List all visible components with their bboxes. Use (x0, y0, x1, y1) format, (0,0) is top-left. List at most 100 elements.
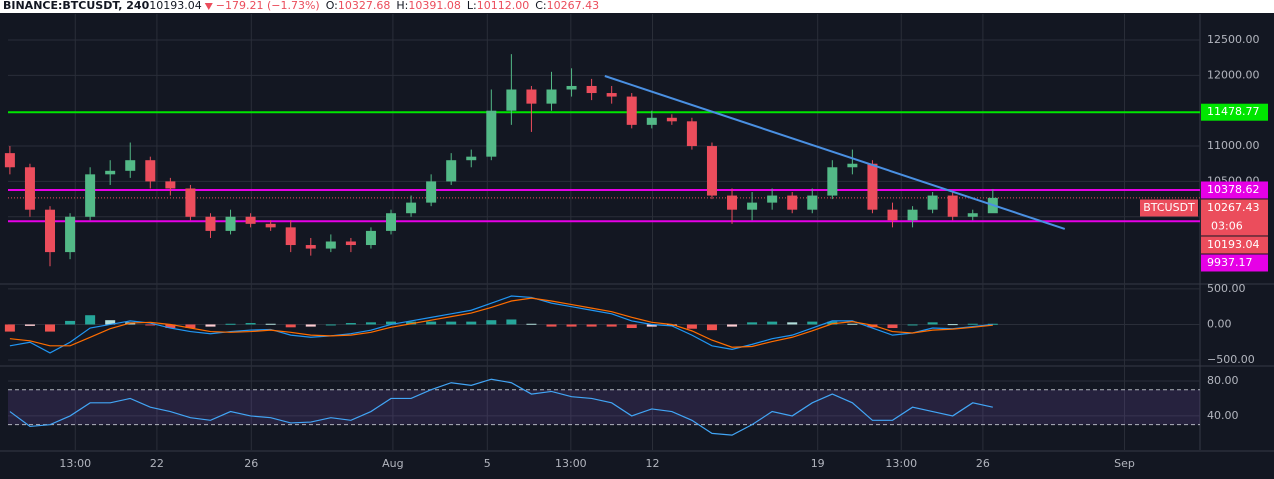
candle-body (406, 202, 417, 214)
candle-body (586, 85, 597, 94)
candle-body (245, 216, 256, 224)
candle-body (325, 241, 336, 249)
candle-body (546, 89, 557, 104)
header: BINANCE:BTCUSDT, 24010193.04 −179.21 (−1.… (3, 0, 599, 12)
macd-histogram-bar (666, 324, 677, 326)
candle-body (686, 121, 697, 147)
macd-histogram-bar (747, 322, 758, 325)
header-c-label: C: (535, 0, 546, 12)
macd-histogram-bar (706, 324, 717, 331)
price-badge (1201, 103, 1268, 121)
candle-body (646, 117, 657, 125)
candle-body (606, 93, 617, 97)
macd-histogram-bar (847, 323, 858, 325)
candle-body (125, 160, 136, 171)
macd-histogram-bar (285, 324, 296, 328)
macd-histogram-bar (85, 315, 96, 325)
candle-body (185, 188, 196, 217)
macd-histogram-bar (225, 323, 236, 325)
candle-body (24, 167, 35, 210)
candle-body (887, 209, 898, 221)
macd-histogram-bar (185, 324, 196, 329)
header-l-label: L: (467, 0, 477, 12)
countdown-label: 03:06 (1211, 219, 1243, 232)
x-tick-label: 5 (484, 457, 491, 470)
macd-histogram-bar (927, 322, 938, 325)
macd-histogram-bar (947, 324, 958, 326)
macd-histogram-bar (787, 322, 798, 325)
candle-body (386, 213, 397, 231)
header-symbol: BINANCE:BTCUSDT, 240 (3, 0, 150, 12)
macd-histogram-bar (987, 323, 998, 325)
header-h: 10391.08 (408, 0, 461, 12)
macd-histogram-bar (406, 321, 417, 325)
candle-body (566, 85, 577, 90)
y-tick-label: 11000.00 (1207, 139, 1260, 152)
macd-histogram-bar (646, 324, 657, 327)
candle-body (947, 195, 958, 217)
candle-body (506, 89, 517, 111)
macd-histogram-bar (265, 323, 276, 325)
macd-histogram-bar (907, 324, 918, 326)
macd-histogram-bar (205, 324, 216, 327)
price-badge-label: 9937.17 (1207, 256, 1253, 269)
macd-histogram-bar (4, 324, 15, 332)
candle-body (907, 209, 918, 221)
macd-histogram-bar (145, 324, 156, 326)
macd-histogram-bar (686, 324, 697, 329)
macd-histogram-bar (486, 320, 497, 325)
candle-body (446, 160, 457, 182)
macd-histogram-bar (967, 323, 978, 325)
down-arrow-icon (204, 3, 213, 10)
macd-histogram-bar (305, 324, 316, 327)
candle-body (265, 223, 276, 228)
x-tick-label: 13:00 (555, 457, 587, 470)
header-c: 10267.43 (547, 0, 600, 12)
candle-body (827, 167, 838, 196)
candle-body (486, 110, 497, 157)
header-last: 10193.04 (149, 0, 202, 12)
candle-body (305, 245, 316, 249)
macd-line (9, 297, 993, 348)
rsi-band (8, 389, 1200, 425)
macd-histogram-bar (827, 321, 838, 325)
macd-histogram-bar (867, 324, 878, 328)
x-tick-label: Sep (1114, 457, 1135, 470)
x-tick-label: 13:00 (59, 457, 91, 470)
macd-histogram-bar (245, 323, 256, 325)
candle-body (365, 230, 376, 246)
candle-body (145, 160, 156, 182)
candle-body (285, 227, 296, 246)
macd-histogram-bar (345, 323, 356, 325)
macd-histogram-bar (586, 324, 597, 327)
candle-body (867, 163, 878, 210)
candle-body (225, 216, 236, 231)
candle-body (807, 195, 818, 210)
header-bar (0, 0, 1274, 13)
candle-body (205, 216, 216, 231)
macd-histogram-bar (767, 321, 778, 325)
candle-body (847, 163, 858, 168)
x-tick-label: Aug (382, 457, 403, 470)
candle-body (967, 213, 978, 217)
price-badge-label: 11478.77 (1207, 105, 1260, 118)
candle-body (747, 202, 758, 210)
macd-histogram-bar (426, 321, 437, 325)
price-badge-label: 10193.04 (1207, 238, 1260, 251)
macd-histogram-bar (566, 324, 577, 327)
macd-histogram-bar (526, 323, 537, 325)
price-badge (1201, 199, 1268, 236)
candle-body (165, 181, 176, 189)
candle-body (45, 209, 56, 253)
price-badge (1201, 181, 1268, 199)
y-tick-label: 40.00 (1207, 409, 1239, 422)
price-badge (1201, 236, 1268, 254)
macd-histogram-bar (24, 324, 35, 326)
x-tick-label: 19 (811, 457, 825, 470)
x-tick-label: 26 (244, 457, 258, 470)
y-tick-label: 0.00 (1207, 317, 1232, 330)
macd-histogram-bar (325, 324, 336, 326)
header-o-label: O: (326, 0, 338, 12)
symbol-badge (1140, 199, 1198, 217)
